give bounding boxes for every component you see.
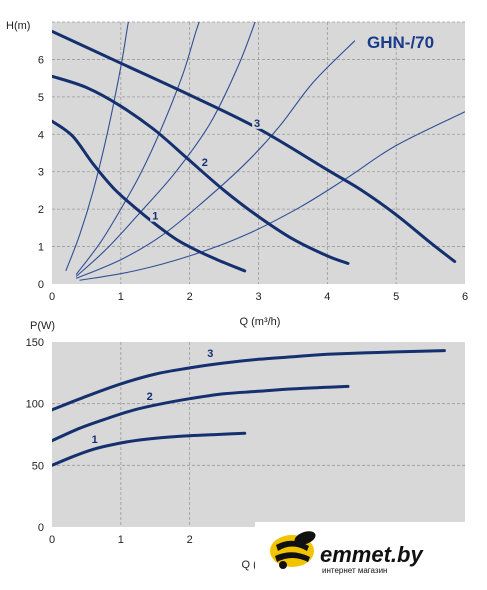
watermark-brand: emmet.by [320, 542, 424, 567]
system-curve-2 [75, 22, 200, 275]
y-tick-label: 0 [38, 279, 44, 291]
series-label-1: 1 [92, 434, 98, 446]
series-line-3 [52, 349, 446, 412]
y-tick-label: 5 [38, 92, 44, 104]
x-tick-label: 2 [187, 534, 193, 546]
x-tick-label: 6 [462, 291, 468, 303]
watermark-tagline: интернет магазин [322, 566, 387, 575]
series-label-backdrop [205, 347, 216, 359]
series-line-3 [52, 29, 457, 263]
system-curve-4 [75, 40, 356, 279]
head-flow-chart: 0 1 2 3 4 5 6 0 1 2 3 4 5 6 H(m) Q (m³/h) 1 2 3 GHN-/70 [6, 20, 468, 328]
curve-layer [52, 349, 446, 467]
x-tick-label: 4 [324, 291, 330, 303]
y-tick-label: 6 [38, 54, 44, 66]
series-label-backdrop [144, 390, 155, 402]
series-label-1: 1 [152, 211, 158, 223]
y-axis-label: P(W) [30, 320, 55, 332]
series-label-backdrop [199, 157, 210, 169]
x-axis-label: Q (m³/h) [240, 316, 281, 328]
series-label-2: 2 [202, 157, 208, 169]
series-label-backdrop [252, 117, 263, 129]
x-tick-label: 3 [255, 291, 261, 303]
store-watermark: emmet.by интернет магазин [255, 522, 487, 590]
series-line-2 [52, 384, 350, 443]
bee-logo [270, 531, 316, 569]
y-tick-label: 2 [38, 204, 44, 216]
system-curve-3 [75, 22, 256, 277]
y-tick-label: 3 [38, 167, 44, 179]
series-label-backdrop [89, 434, 100, 446]
y-tick-label: 100 [26, 399, 44, 411]
y-tick-label: 4 [38, 129, 44, 141]
y-tick-label: 0 [38, 522, 44, 534]
x-tick-label: 0 [49, 291, 55, 303]
series-line-2 [52, 74, 350, 265]
series-line-1 [52, 431, 247, 467]
x-tick-label: 0 [49, 534, 55, 546]
x-tick-label: 1 [118, 291, 124, 303]
system-curve-5 [79, 111, 465, 281]
plot-area [52, 342, 465, 527]
x-tick-label: 2 [187, 291, 193, 303]
y-tick-label: 150 [26, 337, 44, 349]
series-line-1 [52, 119, 247, 273]
x-tick-label: 1 [118, 534, 124, 546]
series-label-3: 3 [254, 118, 260, 130]
series-label-2: 2 [147, 391, 153, 403]
y-axis-label: H(m) [6, 20, 30, 32]
y-tick-label: 50 [32, 460, 44, 472]
x-tick-label: 5 [393, 291, 399, 303]
series-label-backdrop [150, 210, 161, 222]
y-tick-label: 1 [38, 242, 44, 254]
series-label-3: 3 [207, 348, 213, 360]
chart-title: GHN-/70 [367, 33, 434, 52]
system-curve-1 [65, 22, 129, 272]
curve-layer [52, 22, 465, 281]
